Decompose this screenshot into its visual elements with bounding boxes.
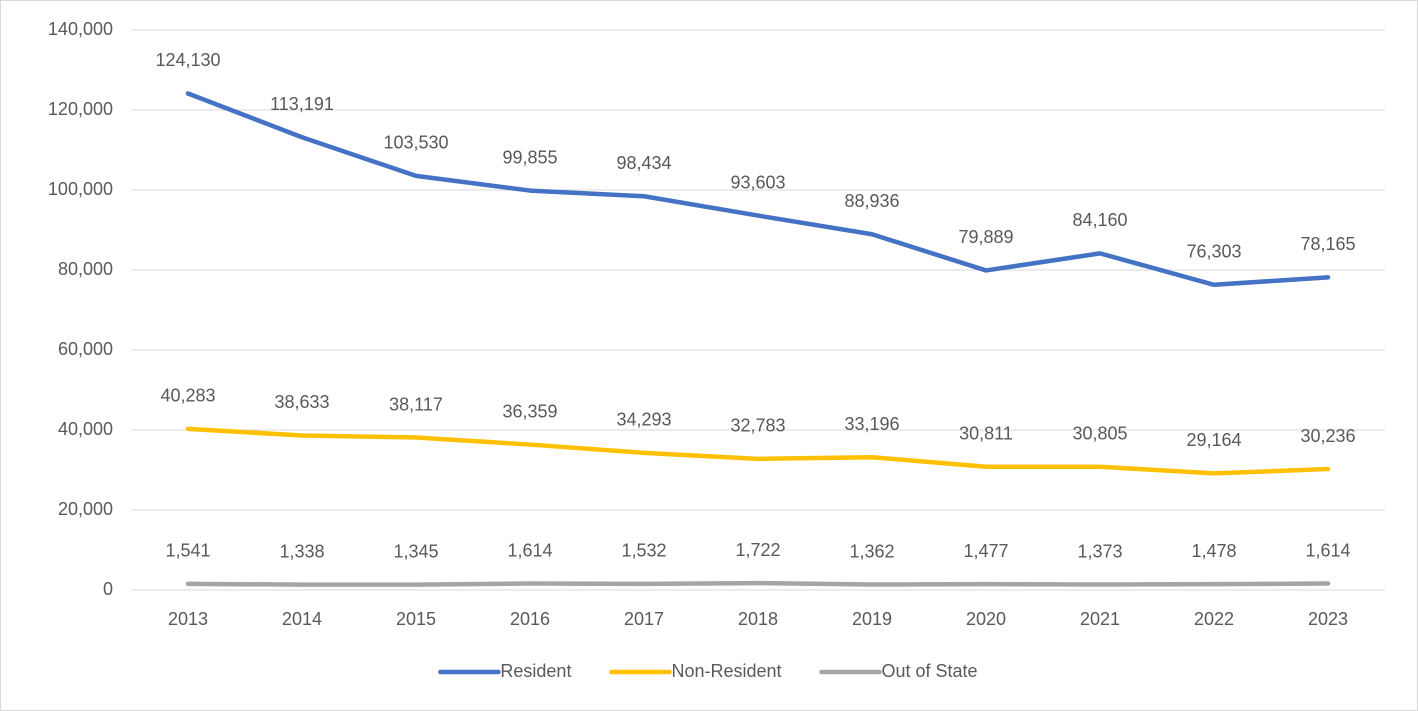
data-label: 99,855 xyxy=(502,147,557,167)
data-label: 103,530 xyxy=(383,133,448,153)
data-label: 40,283 xyxy=(160,386,215,406)
x-tick-label: 2020 xyxy=(966,609,1006,629)
data-label: 36,359 xyxy=(502,401,557,421)
data-label: 1,362 xyxy=(849,541,894,561)
data-label: 1,338 xyxy=(279,541,324,561)
x-tick-label: 2014 xyxy=(282,609,322,629)
y-tick-label: 120,000 xyxy=(48,99,113,119)
data-label: 1,722 xyxy=(735,540,780,560)
x-tick-label: 2023 xyxy=(1308,609,1348,629)
x-tick-label: 2016 xyxy=(510,609,550,629)
series-line xyxy=(185,91,1331,288)
x-tick-label: 2018 xyxy=(738,609,778,629)
data-label: 98,434 xyxy=(616,153,671,173)
data-label: 38,633 xyxy=(274,392,329,412)
x-tick-label: 2022 xyxy=(1194,609,1234,629)
data-label: 1,541 xyxy=(165,541,210,561)
legend-label: Resident xyxy=(500,661,571,681)
data-label: 113,191 xyxy=(270,94,334,114)
legend-label: Out of State xyxy=(882,661,978,681)
data-label: 1,477 xyxy=(963,541,1008,561)
data-label: 1,614 xyxy=(1305,540,1350,560)
data-label: 1,614 xyxy=(507,540,552,560)
y-tick-label: 100,000 xyxy=(48,179,113,199)
y-tick-label: 0 xyxy=(103,579,113,599)
data-label: 34,293 xyxy=(616,410,671,430)
data-label: 1,532 xyxy=(621,541,666,561)
data-label: 78,165 xyxy=(1300,234,1355,254)
x-tick-label: 2015 xyxy=(396,609,436,629)
y-tick-label: 60,000 xyxy=(58,339,113,359)
x-tick-label: 2021 xyxy=(1080,609,1120,629)
series-line xyxy=(185,426,1331,476)
data-label: 79,889 xyxy=(958,227,1013,247)
data-label: 32,783 xyxy=(730,416,785,436)
data-label: 30,811 xyxy=(959,424,1013,444)
data-label: 93,603 xyxy=(730,172,785,192)
y-tick-label: 20,000 xyxy=(58,499,113,519)
data-label: 84,160 xyxy=(1072,210,1127,230)
data-label: 38,117 xyxy=(389,394,443,414)
data-label: 124,130 xyxy=(155,50,220,70)
data-label: 30,805 xyxy=(1072,424,1127,444)
x-tick-label: 2019 xyxy=(852,609,892,629)
data-label: 29,164 xyxy=(1186,430,1241,450)
data-label: 30,236 xyxy=(1300,426,1355,446)
data-label: 33,196 xyxy=(844,414,899,434)
x-tick-label: 2013 xyxy=(168,609,208,629)
legend-label: Non-Resident xyxy=(671,661,781,681)
data-label: 1,373 xyxy=(1077,541,1122,561)
y-tick-label: 80,000 xyxy=(58,259,113,279)
data-label: 88,936 xyxy=(844,191,899,211)
y-tick-label: 40,000 xyxy=(58,419,113,439)
data-label: 76,303 xyxy=(1186,242,1241,262)
data-label: 1,345 xyxy=(393,541,438,561)
series-line xyxy=(185,580,1331,587)
x-tick-label: 2017 xyxy=(624,609,664,629)
data-label: 1,478 xyxy=(1191,541,1236,561)
y-tick-label: 140,000 xyxy=(48,19,113,39)
